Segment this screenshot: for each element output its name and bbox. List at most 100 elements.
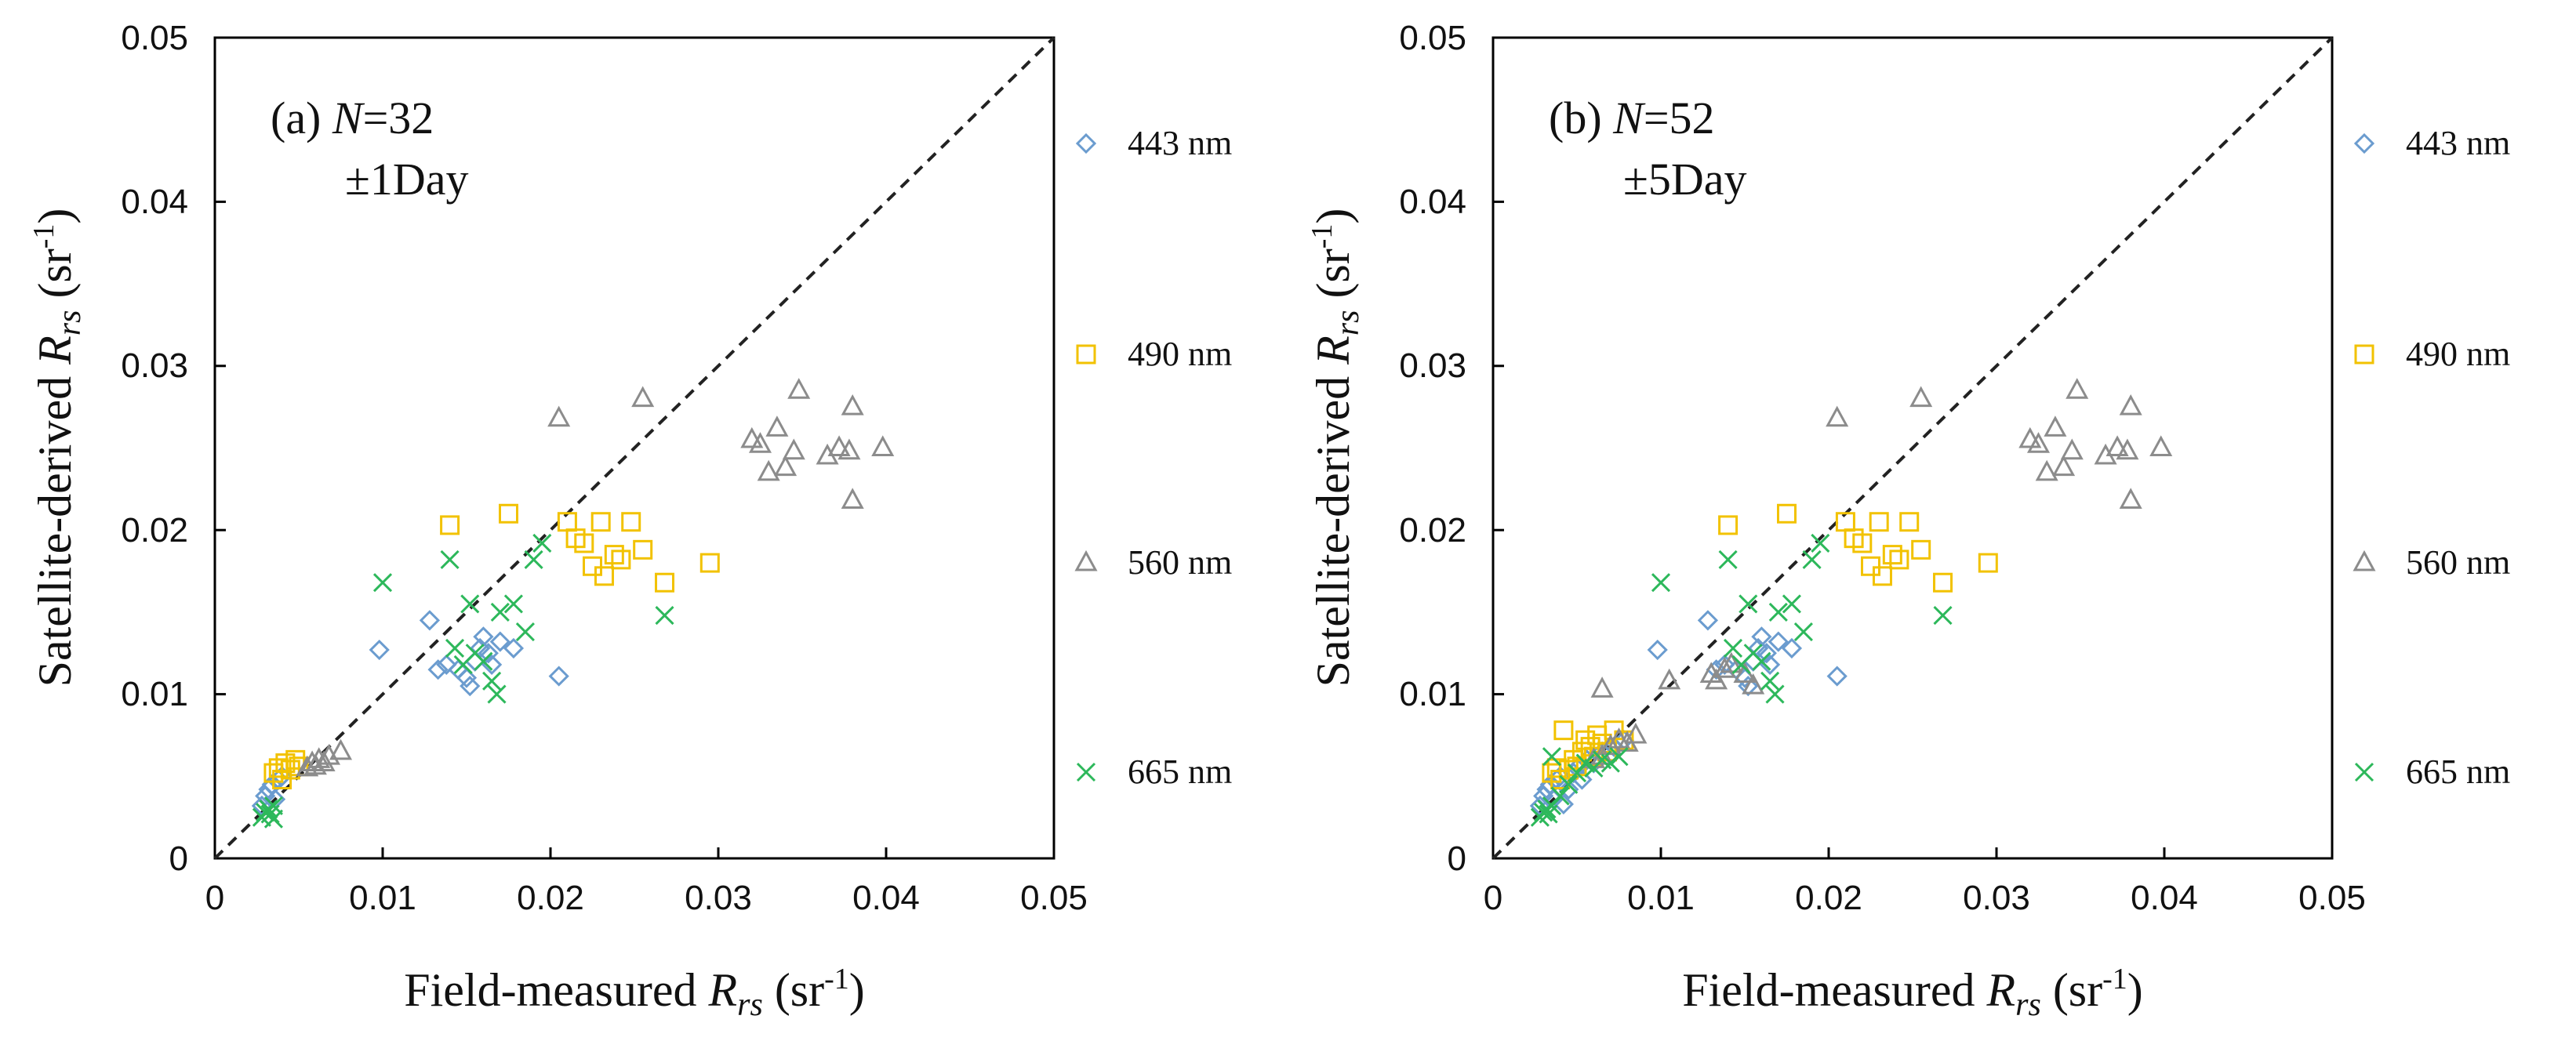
y-tick-label: 0.04: [121, 183, 188, 221]
data-point: [1802, 550, 1822, 569]
data-point: [499, 503, 518, 524]
y-tick-label: 0.01: [121, 675, 188, 713]
data-point: [2018, 426, 2042, 448]
data-point: [300, 750, 324, 772]
panel-a: 0 0.01 0.02 0.03 0.04 0.05 0 0.01 0.02 0…: [27, 19, 1232, 1023]
data-point: [1752, 651, 1771, 671]
data-point: [1793, 622, 1813, 642]
data-point: [1718, 550, 1738, 569]
legend-item-443: 443 nm: [2353, 124, 2510, 162]
legend-item-665: 665 nm: [1076, 753, 1232, 791]
data-point: [1756, 643, 1777, 664]
x-title-unit: (sr: [2041, 964, 2102, 1016]
panel-b: 0 0.01 0.02 0.03 0.04 0.05 0 0.01 0.02 0…: [1306, 19, 2510, 1023]
data-point: [1550, 786, 1570, 806]
x-axis-title: Field-measured Rrs (sr-1): [1682, 963, 2143, 1023]
square-marker: [2354, 344, 2374, 365]
data-point: [482, 671, 502, 691]
data-point: [1575, 753, 1595, 773]
data-point: [1542, 747, 1561, 767]
legend-item-560: 560 nm: [2353, 543, 2510, 582]
time-window-label: ±5Day: [1623, 154, 1746, 205]
data-point: [2044, 415, 2067, 437]
x-title-symbol: R: [1986, 964, 2015, 1016]
data-points: [1529, 378, 2173, 827]
y-title-close: ): [29, 209, 81, 224]
data-point: [1882, 545, 1902, 565]
plot-area-frame: [1491, 36, 2334, 860]
data-point: [1869, 512, 1889, 532]
data-point: [2116, 438, 2139, 460]
x-tick-label: 0.03: [685, 879, 752, 917]
data-point: [1553, 720, 1574, 741]
legend-item-490: 490 nm: [2354, 335, 2510, 373]
data-point: [655, 606, 674, 626]
triangle-marker: [1074, 550, 1098, 571]
legend-item-443: 443 nm: [1075, 124, 1232, 162]
square-marker-icon: [2354, 344, 2374, 365]
x-tick-label: 0.01: [1627, 879, 1695, 917]
data-point: [1852, 533, 1873, 553]
data-point: [2119, 488, 2142, 510]
data-point: [259, 800, 278, 819]
data-point: [1723, 638, 1743, 658]
data-point: [481, 654, 503, 676]
data-point: [2052, 455, 2076, 477]
legend-label: 560 nm: [2406, 543, 2510, 582]
y-tick-label: 0.01: [1399, 675, 1466, 713]
data-point: [574, 533, 594, 553]
x-title-exponent: -1: [824, 963, 849, 996]
legend: 443 nm 490 nm 560 nm 665 nm: [2353, 124, 2510, 791]
x-tick-label: 0.04: [852, 879, 920, 917]
square-marker-icon: [1076, 344, 1096, 365]
legend-label: 490 nm: [1128, 335, 1232, 373]
data-point: [1899, 512, 1920, 532]
data-point: [2026, 432, 2051, 453]
data-point: [419, 610, 441, 631]
data-point: [503, 594, 523, 614]
data-point: [740, 426, 764, 448]
data-point: [604, 545, 624, 565]
x-title-subscript: rs: [737, 987, 763, 1023]
x-title-text: Field-measured: [404, 964, 708, 1016]
data-point: [1933, 606, 1953, 626]
data-point: [547, 405, 571, 427]
y-tick-label: 0.02: [121, 511, 188, 550]
data-points: [251, 378, 895, 829]
triangle-marker-icon: [2353, 550, 2376, 571]
x-title-symbol: R: [707, 964, 737, 1016]
data-point: [2035, 459, 2058, 481]
data-point: [263, 809, 283, 829]
data-point: [590, 512, 611, 532]
data-point: [871, 435, 895, 456]
data-point: [1933, 572, 1953, 593]
square-marker: [1076, 344, 1096, 365]
data-point: [524, 550, 543, 569]
panel-annotation: (b) N=52: [1549, 92, 1715, 143]
data-point: [1624, 722, 1648, 744]
data-point: [2119, 394, 2142, 415]
data-point: [532, 533, 552, 553]
diamond-marker-icon: [2353, 132, 2375, 154]
y-tick-labels: 0 0.01 0.02 0.03 0.04 0.05: [1399, 19, 1466, 878]
data-point: [440, 550, 460, 569]
panel-label: (b): [1549, 92, 1613, 143]
data-point: [1651, 573, 1671, 593]
data-point: [1826, 666, 1848, 687]
panel-annotation: (a) N=32: [271, 92, 434, 143]
x-title-exponent: -1: [2102, 963, 2127, 996]
legend-label: 560 nm: [1128, 543, 1232, 582]
x-tick-label: 0: [1484, 879, 1502, 917]
data-point: [748, 432, 772, 453]
data-point: [490, 602, 510, 622]
x-tick-label: 0.04: [2131, 879, 2198, 917]
data-point: [1811, 533, 1830, 553]
legend-item-490: 490 nm: [1076, 335, 1232, 373]
legend: 443 nm 490 nm 560 nm 665 nm: [1074, 124, 1232, 791]
data-point: [460, 676, 481, 697]
y-title-text: Satellite-derived: [1307, 365, 1359, 687]
y-tick-labels: 0 0.01 0.02 0.03 0.04 0.05: [121, 19, 188, 878]
x-tick-label: 0.05: [2298, 879, 2366, 917]
data-point: [1590, 676, 1614, 698]
n-value: =52: [1644, 92, 1715, 143]
